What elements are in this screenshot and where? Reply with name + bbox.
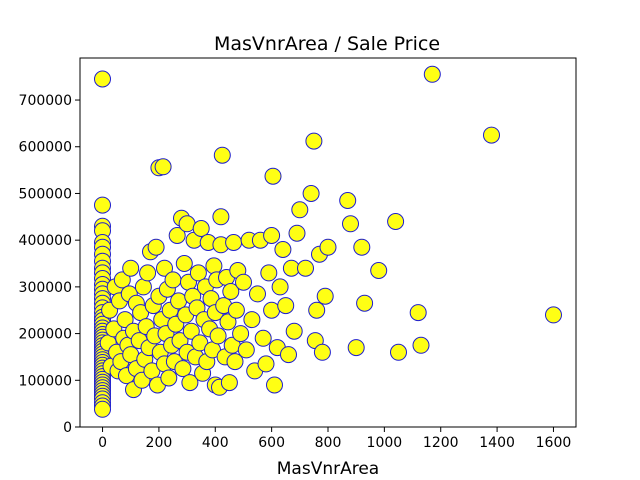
data-point <box>291 201 309 219</box>
data-point <box>134 278 152 296</box>
x-tick-label: 1400 <box>479 435 515 451</box>
x-axis: 0 200 400 600 800 1000 1200 1400 1600 <box>98 427 571 451</box>
data-point <box>339 192 357 209</box>
x-tick-label: 1600 <box>536 435 572 451</box>
data-point <box>213 146 231 164</box>
data-point <box>483 126 500 144</box>
data-point <box>147 238 165 256</box>
data-point <box>423 65 441 83</box>
data-point <box>305 132 323 150</box>
data-point <box>271 278 289 296</box>
data-point <box>313 343 331 361</box>
data-point <box>139 264 157 282</box>
data-point <box>116 311 134 329</box>
data-point <box>164 271 182 289</box>
y-tick-label: 600000 <box>19 140 72 156</box>
data-point <box>192 220 210 237</box>
data-point <box>280 346 297 364</box>
data-point <box>370 262 388 279</box>
data-point <box>319 238 337 256</box>
data-point <box>316 287 334 305</box>
data-point <box>263 227 281 244</box>
data-point <box>225 234 243 251</box>
x-axis-label: MasVnrArea <box>277 459 379 479</box>
data-point <box>222 283 240 300</box>
data-point <box>297 259 314 277</box>
data-point <box>264 167 282 185</box>
data-point <box>170 292 188 310</box>
data-point <box>226 353 244 371</box>
data-point <box>220 374 238 392</box>
data-point <box>260 264 278 282</box>
y-axis: 0 100000 200000 300000 400000 500000 600000 700… <box>19 93 80 436</box>
points-layer <box>94 65 562 418</box>
data-point <box>353 238 371 256</box>
x-tick-label: 0 <box>98 435 107 451</box>
y-tick-label: 400000 <box>19 233 72 249</box>
data-point <box>94 70 111 88</box>
data-point <box>285 322 303 340</box>
data-point <box>189 264 207 282</box>
data-point <box>154 158 172 176</box>
chart-title: MasVnrArea / Sale Price <box>214 33 440 55</box>
data-point <box>174 360 192 378</box>
x-tick-label: 400 <box>202 435 229 451</box>
data-point <box>232 325 250 343</box>
x-tick-label: 800 <box>315 435 342 451</box>
data-point <box>168 227 186 244</box>
data-point <box>277 297 295 315</box>
x-tick-label: 200 <box>146 435 173 451</box>
data-point <box>412 336 430 354</box>
data-point <box>227 301 245 319</box>
x-tick-label: 600 <box>258 435 285 451</box>
data-point <box>347 339 365 357</box>
data-point <box>156 259 173 277</box>
data-point <box>237 341 255 359</box>
y-tick-label: 500000 <box>19 186 72 202</box>
data-point <box>94 196 111 214</box>
data-point <box>263 301 281 319</box>
y-tick-label: 0 <box>63 420 72 436</box>
y-tick-label: 100000 <box>19 373 72 389</box>
data-point <box>302 185 320 202</box>
data-point <box>254 329 272 347</box>
data-point <box>274 241 292 258</box>
data-point <box>257 355 275 373</box>
data-point <box>545 306 562 324</box>
data-point <box>113 271 131 289</box>
data-point <box>182 322 200 340</box>
data-point <box>409 304 427 322</box>
data-point <box>235 273 252 291</box>
data-point <box>288 224 306 242</box>
data-point <box>209 327 227 345</box>
data-point <box>181 374 199 392</box>
data-point <box>387 213 405 230</box>
data-point <box>205 257 223 275</box>
data-point <box>390 343 407 361</box>
data-point <box>212 208 230 226</box>
data-point <box>94 400 111 418</box>
data-point <box>219 313 237 331</box>
data-point <box>122 259 140 277</box>
data-point <box>266 376 283 394</box>
y-tick-label: 300000 <box>19 280 72 296</box>
x-tick-label: 1000 <box>367 435 403 451</box>
data-point <box>308 301 326 319</box>
data-point <box>175 255 193 272</box>
y-tick-label: 200000 <box>19 327 72 343</box>
data-point <box>342 215 359 233</box>
x-tick-label: 1200 <box>423 435 459 451</box>
data-point <box>249 285 266 303</box>
data-point <box>356 294 374 312</box>
data-point <box>243 311 261 329</box>
data-point <box>178 215 196 233</box>
y-tick-label: 700000 <box>19 93 72 109</box>
data-point <box>160 369 178 387</box>
